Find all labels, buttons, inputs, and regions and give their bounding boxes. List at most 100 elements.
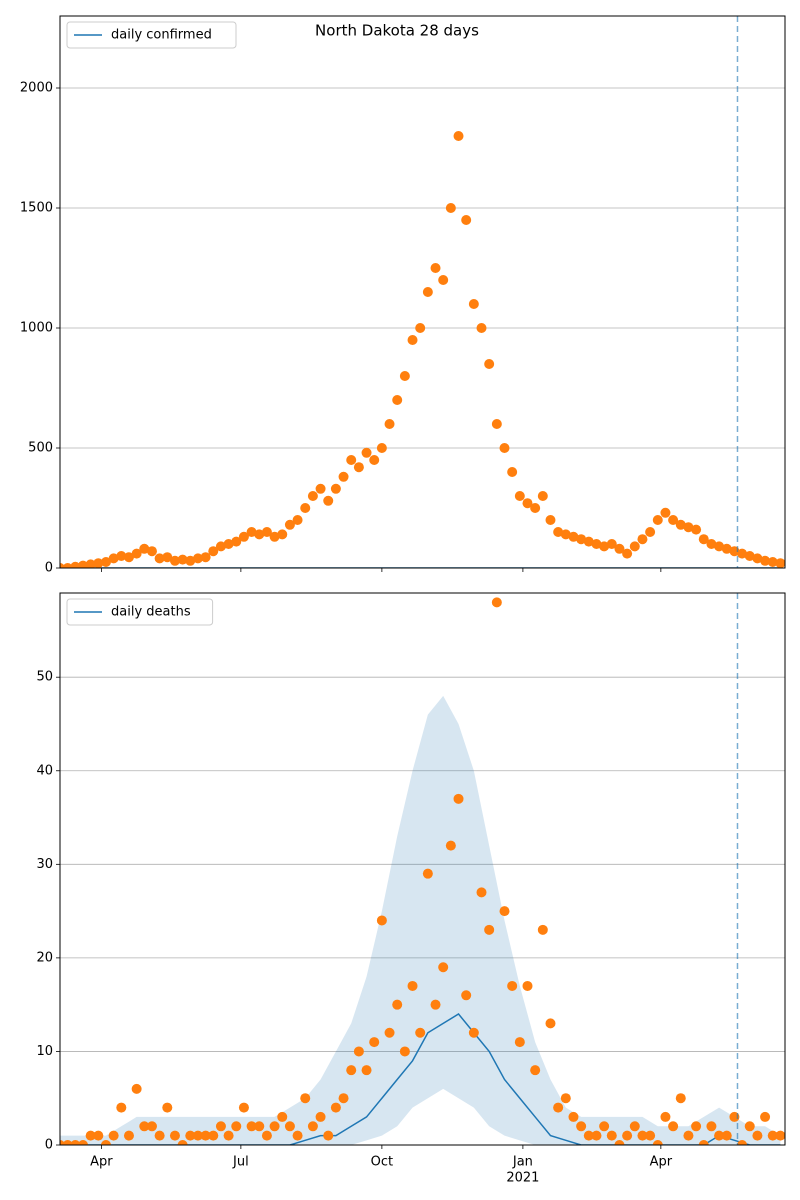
data-point (422, 868, 433, 879)
y-tick-label: 20 (36, 950, 53, 965)
data-point (154, 553, 165, 564)
data-point (599, 1121, 610, 1132)
data-point (131, 548, 142, 559)
plot-area (60, 597, 785, 1145)
data-point (100, 1140, 111, 1145)
data-point (591, 539, 602, 549)
data-point (300, 1093, 311, 1104)
data-point (399, 1046, 410, 1057)
data-point (70, 1140, 81, 1145)
data-point (537, 924, 548, 935)
data-point (369, 455, 380, 465)
data-point (300, 503, 311, 513)
data-point (62, 1140, 73, 1145)
data-point (277, 529, 288, 540)
data-point (744, 1121, 755, 1132)
legend-label: daily deaths (111, 605, 191, 620)
data-point (668, 515, 679, 525)
data-point (399, 371, 410, 381)
data-point (698, 1140, 709, 1145)
data-point (752, 553, 763, 564)
data-point (254, 529, 265, 540)
data-point (384, 419, 395, 429)
data-point (652, 515, 663, 525)
data-point (108, 1130, 119, 1141)
data-point (553, 1102, 564, 1113)
data-point (269, 531, 280, 542)
data-point (721, 1130, 732, 1141)
data-point (238, 1102, 249, 1113)
data-point (315, 1111, 326, 1122)
data-point (208, 546, 219, 557)
data-point (660, 507, 671, 518)
x-tick-label: Oct (371, 1155, 393, 1170)
data-point (737, 548, 748, 559)
x-tick-label: Apr (650, 1155, 673, 1170)
data-point (568, 1111, 579, 1122)
data-point (261, 527, 272, 537)
data-point (668, 1121, 679, 1132)
y-tick-label: 10 (36, 1044, 53, 1059)
data-point (629, 1121, 640, 1132)
data-point (752, 1130, 763, 1141)
data-point (185, 555, 196, 566)
data-point (530, 503, 541, 513)
data-point (315, 483, 326, 494)
data-point (537, 491, 548, 501)
data-point (108, 553, 119, 564)
data-point (254, 1121, 265, 1132)
data-point (231, 1121, 242, 1132)
data-point (721, 543, 732, 554)
uncertainty-band (60, 695, 781, 1145)
data-point (660, 1111, 671, 1122)
data-point (407, 335, 418, 345)
data-point (514, 491, 525, 501)
data-point (338, 1093, 349, 1104)
data-point (591, 1130, 602, 1141)
data-point (706, 1121, 717, 1132)
data-point (568, 531, 579, 542)
data-point (629, 541, 640, 552)
data-point (223, 539, 234, 549)
data-point (277, 1111, 288, 1122)
data-point (545, 515, 556, 525)
data-point (116, 551, 127, 561)
data-point (614, 543, 625, 554)
x-tick-label: Apr (90, 1155, 113, 1170)
data-point (576, 1121, 587, 1132)
data-point (223, 1130, 234, 1141)
data-point (162, 1102, 173, 1113)
data-point (338, 471, 349, 482)
data-point (353, 1046, 364, 1057)
data-point (652, 1140, 663, 1145)
data-point (622, 548, 633, 559)
data-point (637, 534, 648, 545)
data-point (384, 1027, 395, 1038)
data-point (169, 1130, 180, 1141)
y-tick-label: 30 (36, 857, 53, 872)
data-point (683, 1130, 694, 1141)
data-point (131, 1083, 142, 1094)
data-point (177, 1140, 188, 1145)
data-point (292, 1130, 303, 1141)
data-point (484, 359, 495, 369)
data-point (116, 1102, 127, 1113)
data-point (200, 552, 211, 563)
data-point (675, 1093, 686, 1104)
data-point (169, 555, 180, 566)
data-point (599, 541, 610, 552)
y-tick-label: 40 (36, 763, 53, 778)
legend-box (66, 598, 214, 626)
data-point (583, 536, 594, 547)
data-point (767, 557, 778, 567)
y-tick-label: 2000 (20, 81, 53, 96)
legend-box (66, 21, 237, 49)
data-point (461, 990, 472, 1001)
chart-title: North Dakota 28 days (315, 22, 479, 40)
data-point (146, 1121, 157, 1132)
data-point (606, 539, 617, 549)
data-point (376, 443, 387, 453)
y-tick-label: 500 (28, 441, 53, 456)
data-point (430, 263, 441, 273)
data-point (215, 1121, 226, 1132)
